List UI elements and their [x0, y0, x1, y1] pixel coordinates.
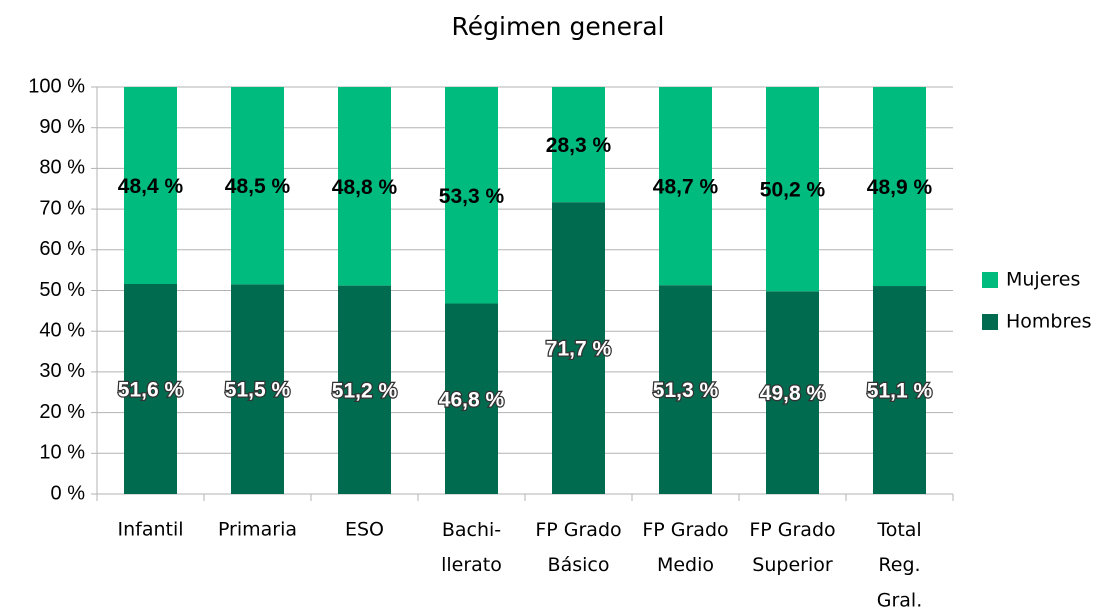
bar-segment — [766, 87, 819, 292]
bar-segment — [338, 87, 391, 286]
bar-segment — [124, 283, 177, 494]
bar-segment — [231, 284, 284, 494]
y-tick-label: 60 % — [39, 238, 85, 260]
bar-segment — [659, 285, 712, 494]
x-tick-label: ESO — [345, 519, 384, 541]
legend-label: Hombres — [1006, 311, 1091, 333]
value-label: 51,6 % — [118, 379, 184, 402]
y-tick-label: 70 % — [39, 197, 85, 219]
y-tick-label: 30 % — [39, 360, 85, 382]
value-label: 48,4 % — [118, 175, 184, 198]
value-label: 48,7 % — [653, 176, 719, 199]
bar-segment — [124, 87, 177, 284]
y-tick-label: 10 % — [39, 442, 85, 464]
value-label: 53,3 % — [439, 185, 505, 208]
bar-segment — [552, 87, 605, 203]
y-tick-label: 20 % — [39, 401, 85, 423]
value-label: 51,3 % — [653, 379, 719, 402]
bar-segment — [445, 87, 498, 304]
x-tick-label: FP Grado Superior — [749, 519, 835, 576]
bar-segment — [873, 286, 926, 494]
value-label: 51,5 % — [225, 379, 291, 402]
value-label: 51,1 % — [867, 380, 933, 403]
bar-segment — [659, 87, 712, 286]
value-label: 46,8 % — [439, 388, 505, 411]
value-label: 71,7 % — [546, 338, 612, 361]
legend-swatch — [982, 314, 998, 330]
bar-segment — [231, 87, 284, 285]
y-tick-label: 0 % — [51, 482, 86, 504]
x-tick-label: Bachi-llerato — [441, 519, 502, 576]
bar-segment — [552, 202, 605, 494]
chart-title: Régimen general — [452, 12, 665, 41]
value-label: 48,5 % — [225, 175, 291, 198]
x-tick-label: Total Reg. Gral. — [876, 519, 922, 609]
y-tick-label: 90 % — [39, 116, 85, 138]
value-label: 51,2 % — [332, 379, 398, 402]
y-tick-label: 50 % — [39, 279, 85, 301]
value-label: 28,3 % — [546, 134, 612, 157]
bar-segment — [766, 291, 819, 494]
y-tick-label: 100 % — [28, 75, 85, 97]
value-label: 48,8 % — [332, 176, 398, 199]
value-label: 50,2 % — [760, 179, 826, 202]
x-tick-label: FP Grado Medio — [642, 519, 728, 576]
x-tick-label: FP Grado Básico — [535, 519, 621, 576]
legend-label: Mujeres — [1006, 269, 1080, 291]
bar-segment — [338, 285, 391, 494]
bar-segment — [873, 87, 926, 287]
bar-segment — [445, 303, 498, 494]
x-tick-label: Primaria — [218, 519, 297, 541]
value-label: 49,8 % — [760, 382, 826, 405]
x-tick-label: Infantil — [117, 519, 183, 541]
value-label: 48,9 % — [867, 176, 933, 199]
y-tick-label: 40 % — [39, 319, 85, 341]
legend-swatch — [982, 272, 998, 288]
y-tick-label: 80 % — [39, 157, 85, 179]
